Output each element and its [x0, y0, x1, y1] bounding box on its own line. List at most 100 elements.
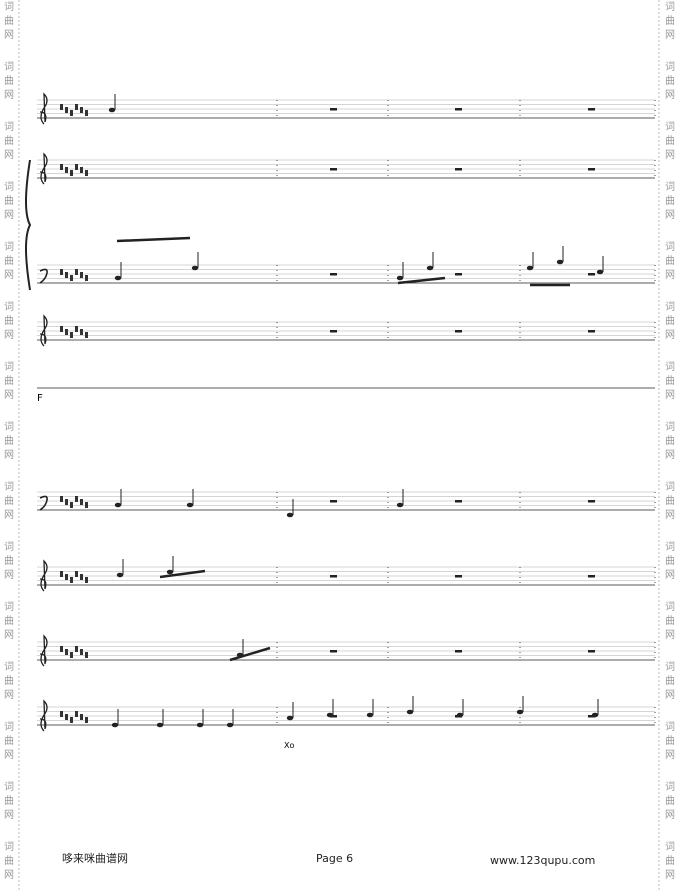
accidental: [70, 275, 73, 281]
watermark: 曲: [4, 735, 14, 747]
watermark: 网: [665, 269, 675, 281]
watermark: 词: [4, 841, 14, 853]
watermark: 网: [665, 209, 675, 221]
watermark: 网: [4, 809, 14, 821]
accidental: [80, 499, 83, 505]
watermark: 曲: [4, 195, 14, 207]
treble-clef: [39, 152, 48, 185]
watermark: 曲: [4, 555, 14, 567]
note-head: [156, 722, 164, 728]
rest: [330, 108, 337, 111]
watermark: 网: [665, 749, 675, 761]
watermark: 词: [665, 61, 675, 73]
accidental: [85, 332, 88, 338]
watermark: 曲: [665, 15, 675, 27]
watermark: 网: [4, 869, 14, 881]
watermark: 网: [665, 149, 675, 161]
note-head: [326, 712, 334, 718]
watermark: 网: [4, 149, 14, 161]
note-head: [406, 709, 414, 715]
accidental: [80, 167, 83, 173]
accidental: [60, 104, 63, 110]
watermark: 曲: [665, 195, 675, 207]
watermark: 词: [665, 181, 675, 193]
rest: [588, 575, 595, 578]
note-head: [186, 502, 194, 508]
watermark: 网: [4, 689, 14, 701]
accidental: [65, 499, 68, 505]
watermark: 曲: [665, 735, 675, 747]
watermark: 网: [4, 389, 14, 401]
note-head: [526, 265, 534, 271]
watermark: 词: [665, 481, 675, 493]
watermark: 网: [665, 329, 675, 341]
accidental: [85, 110, 88, 116]
treble-clef: [39, 634, 48, 667]
watermark: 曲: [4, 75, 14, 87]
accidental: [60, 646, 63, 652]
watermark: 曲: [665, 435, 675, 447]
watermark: 网: [665, 869, 675, 881]
accidental: [60, 711, 63, 717]
watermark: 网: [665, 389, 675, 401]
note-head: [396, 275, 404, 281]
rest: [455, 500, 462, 503]
watermark: 网: [665, 569, 675, 581]
watermark: 网: [665, 629, 675, 641]
accidental: [85, 275, 88, 281]
watermark: 曲: [665, 675, 675, 687]
accidental: [65, 167, 68, 173]
watermark: 词: [665, 421, 675, 433]
note-head: [166, 569, 174, 575]
accidental: [65, 329, 68, 335]
accidental: [70, 577, 73, 583]
watermark: 词: [665, 241, 675, 253]
note-head: [114, 502, 122, 508]
watermark: 词: [4, 661, 14, 673]
bass-clef: [39, 495, 48, 511]
rest: [588, 168, 595, 171]
watermark: 词: [665, 781, 675, 793]
accidental: [80, 574, 83, 580]
watermark: 曲: [665, 555, 675, 567]
section-mark: F: [37, 393, 43, 404]
treble-clef: [39, 314, 48, 347]
watermark: 词: [4, 541, 14, 553]
watermark: 词: [665, 301, 675, 313]
accidental: [85, 577, 88, 583]
watermark: 曲: [665, 135, 675, 147]
rest: [455, 108, 462, 111]
rest: [588, 715, 595, 718]
beam: [397, 276, 446, 285]
rest: [330, 273, 337, 276]
watermark: 词: [665, 601, 675, 613]
watermark: 词: [4, 61, 14, 73]
watermark: 网: [4, 29, 14, 41]
rest: [455, 575, 462, 578]
watermark: 词: [4, 121, 14, 133]
watermark: 曲: [665, 255, 675, 267]
watermark: 网: [665, 809, 675, 821]
watermark: 网: [4, 749, 14, 761]
watermark: 网: [4, 629, 14, 641]
watermark: 曲: [665, 495, 675, 507]
rest: [330, 650, 337, 653]
watermark: 曲: [4, 255, 14, 267]
brace: [25, 159, 32, 291]
accidental: [75, 711, 78, 717]
accidental: [65, 272, 68, 278]
watermark: 曲: [665, 375, 675, 387]
accidental: [60, 496, 63, 502]
watermark: 词: [4, 421, 14, 433]
note-head: [196, 722, 204, 728]
watermark: 词: [4, 241, 14, 253]
accidental: [70, 717, 73, 723]
note-head: [116, 572, 124, 578]
accidental: [70, 110, 73, 116]
note-head: [286, 512, 294, 518]
watermark: 词: [4, 781, 14, 793]
watermark: 网: [4, 509, 14, 521]
watermark: 词: [665, 541, 675, 553]
rest: [330, 330, 337, 333]
